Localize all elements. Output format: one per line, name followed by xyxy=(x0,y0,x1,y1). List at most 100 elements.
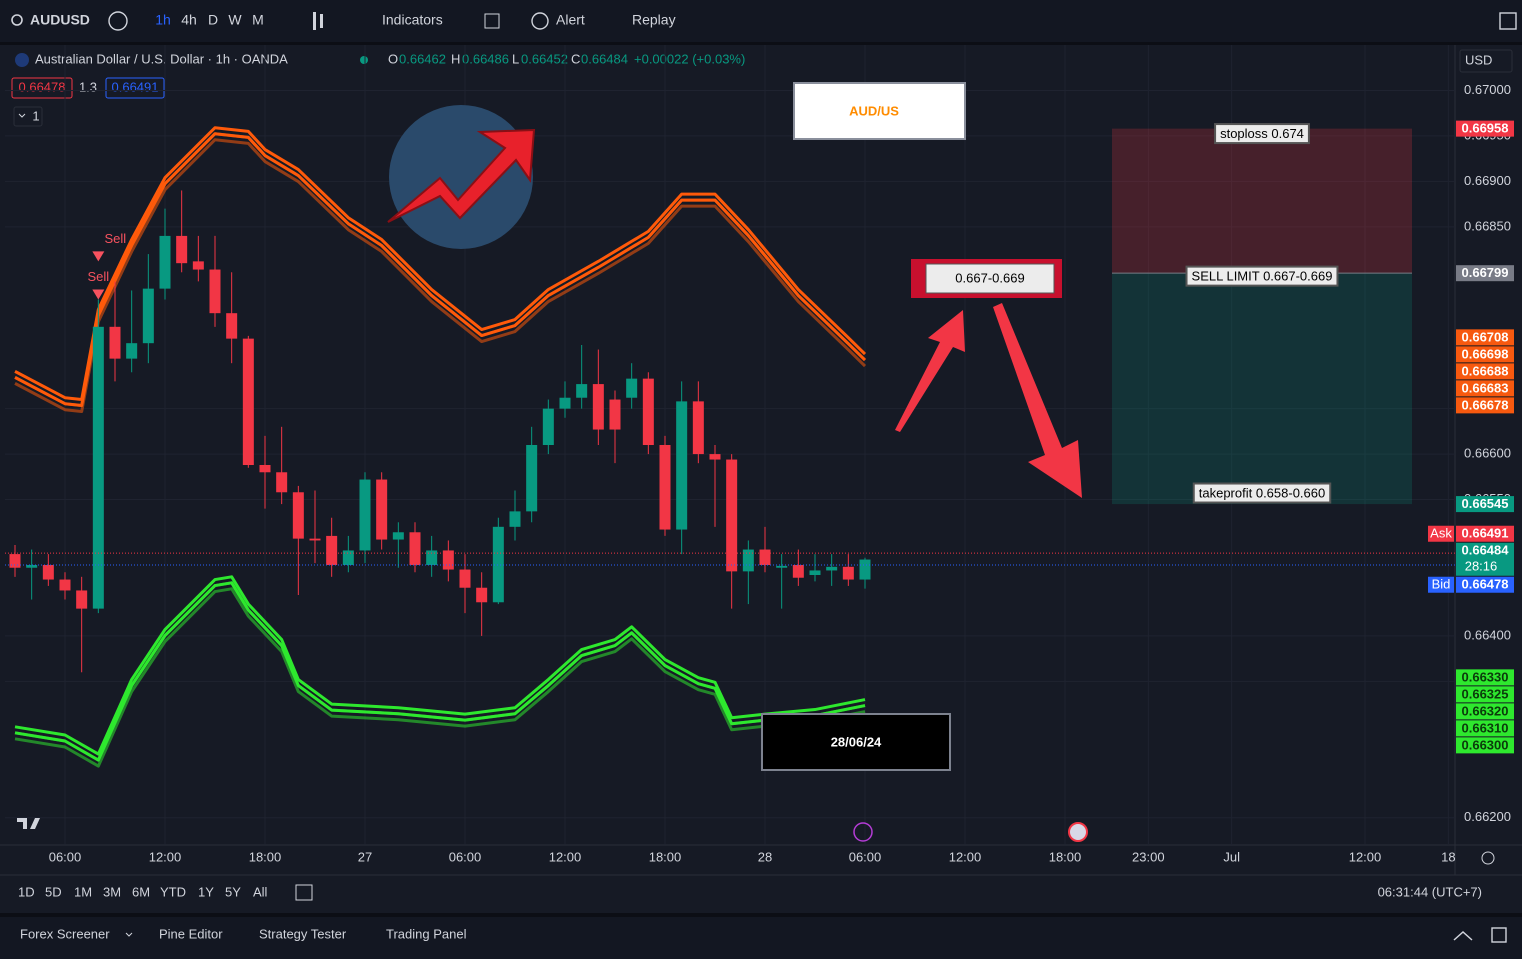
interval[interactable]: 4h xyxy=(181,12,197,28)
price-label-box xyxy=(1456,363,1514,380)
candle-body xyxy=(792,565,804,578)
interval[interactable]: 1h xyxy=(155,12,171,28)
signal-marker xyxy=(92,251,105,262)
templates-icon[interactable] xyxy=(484,13,500,29)
pair-label: AUD/US xyxy=(849,103,899,118)
price-label-box xyxy=(1456,329,1514,346)
x-tick-label: Jul xyxy=(1223,849,1240,864)
candle-body xyxy=(242,338,254,465)
countdown: 28:16 xyxy=(1465,559,1498,574)
tab[interactable]: Pine Editor xyxy=(159,926,223,941)
sell-button[interactable] xyxy=(11,77,73,99)
range-button[interactable]: 3M xyxy=(103,884,121,899)
currency-select[interactable] xyxy=(1459,49,1513,73)
candle-body xyxy=(559,397,571,409)
spread: 1.3 xyxy=(79,79,97,94)
interval[interactable]: D xyxy=(208,12,218,28)
x-tick-label: 28 xyxy=(758,849,772,864)
y-tick-label: 0.66600 xyxy=(1464,446,1511,461)
range-button[interactable]: 6M xyxy=(132,884,150,899)
clock[interactable]: 06:31:44 (UTC+7) xyxy=(1378,884,1482,899)
candle-body xyxy=(9,554,21,568)
sell-price[interactable]: 0.66478 xyxy=(19,79,66,94)
price-label: 0.66678 xyxy=(1462,397,1509,412)
price-label-box xyxy=(1456,720,1514,737)
tab[interactable]: Forex Screener xyxy=(20,926,110,941)
currency[interactable]: USD xyxy=(1465,52,1492,67)
candle-body xyxy=(609,399,621,430)
layout-icon[interactable] xyxy=(1499,12,1517,30)
range-button[interactable]: All xyxy=(253,884,268,899)
candle-body xyxy=(442,550,454,570)
event-icon[interactable] xyxy=(853,822,873,842)
range-button[interactable]: 1M xyxy=(74,884,92,899)
range-button[interactable]: 1D xyxy=(18,884,35,899)
price-label-box xyxy=(1456,120,1514,137)
axes: 0.670000.669500.669000.668500.666500.666… xyxy=(49,82,1514,864)
signal-marker xyxy=(92,289,105,300)
chart-type-icon[interactable] xyxy=(320,14,323,28)
price-label-box xyxy=(1456,703,1514,720)
range-button[interactable]: 5Y xyxy=(225,884,241,899)
candle-body xyxy=(59,579,71,591)
date-range-icon[interactable] xyxy=(295,884,313,901)
indicator-count[interactable]: 1 xyxy=(32,108,39,123)
target-zone xyxy=(1112,273,1412,505)
price-label: 0.66683 xyxy=(1462,380,1509,395)
buy-button[interactable] xyxy=(105,77,165,99)
pair-box xyxy=(793,82,966,140)
interval[interactable]: W xyxy=(228,12,242,28)
candle-body xyxy=(359,479,371,551)
candle-body xyxy=(392,532,404,540)
settings-icon[interactable] xyxy=(1481,851,1495,865)
interval[interactable]: M xyxy=(252,12,264,28)
ohlc-letter: L xyxy=(512,51,519,66)
search-icon[interactable] xyxy=(11,14,23,26)
indicator-toggle[interactable] xyxy=(13,106,43,127)
date-box xyxy=(761,713,951,771)
y-tick-label: 0.66200 xyxy=(1464,809,1511,824)
alert-icon[interactable] xyxy=(531,12,549,30)
price-tag-box xyxy=(1428,576,1454,593)
candle-body xyxy=(642,378,654,445)
x-tick-label: 12:00 xyxy=(149,849,182,864)
price-label: 0.66545 xyxy=(1462,496,1509,511)
symbol[interactable]: AUDUSD xyxy=(30,12,90,28)
candle-body xyxy=(659,445,671,530)
maximize-icon[interactable] xyxy=(1491,927,1507,943)
alert-button[interactable]: Alert xyxy=(556,12,585,28)
price-label: 0.66799 xyxy=(1462,265,1509,280)
candle-body xyxy=(492,526,504,603)
candle-body xyxy=(276,472,288,493)
tab[interactable]: Strategy Tester xyxy=(259,926,347,941)
tab[interactable]: Trading Panel xyxy=(386,926,467,941)
candle-body xyxy=(776,565,788,568)
stop-label-box xyxy=(1214,123,1310,145)
zone-label: 0.667-0.669 xyxy=(955,270,1024,285)
collapse-icon[interactable] xyxy=(1453,930,1473,941)
add-symbol[interactable] xyxy=(108,11,128,31)
candle-body xyxy=(509,511,521,527)
candle-body xyxy=(142,288,154,344)
price-tag-box xyxy=(1428,525,1454,542)
replay-button[interactable]: Replay xyxy=(632,12,676,28)
candles xyxy=(5,190,1455,673)
symbol-flag xyxy=(15,53,29,67)
x-tick-label: 18:00 xyxy=(649,849,682,864)
us-event-icon[interactable] xyxy=(1068,822,1088,842)
chart-type-icon[interactable] xyxy=(313,12,316,30)
indicators-button[interactable]: Indicators xyxy=(382,12,443,28)
candle-body xyxy=(259,465,271,473)
price-label: 0.66491 xyxy=(1462,526,1509,541)
buy-price[interactable]: 0.66491 xyxy=(112,79,159,94)
price-label: 0.66330 xyxy=(1462,669,1509,684)
range-button[interactable]: 5D xyxy=(45,884,62,899)
range-button[interactable]: YTD xyxy=(160,884,186,899)
ohlc-value: 0.66452 xyxy=(521,51,568,66)
target-label: takeprofit 0.658-0.660 xyxy=(1199,486,1325,501)
range-button[interactable]: 1Y xyxy=(198,884,214,899)
price-label-box xyxy=(1456,380,1514,397)
price-label: 0.66484 xyxy=(1462,543,1510,558)
candle-body xyxy=(92,326,104,609)
candle-body xyxy=(76,590,88,609)
